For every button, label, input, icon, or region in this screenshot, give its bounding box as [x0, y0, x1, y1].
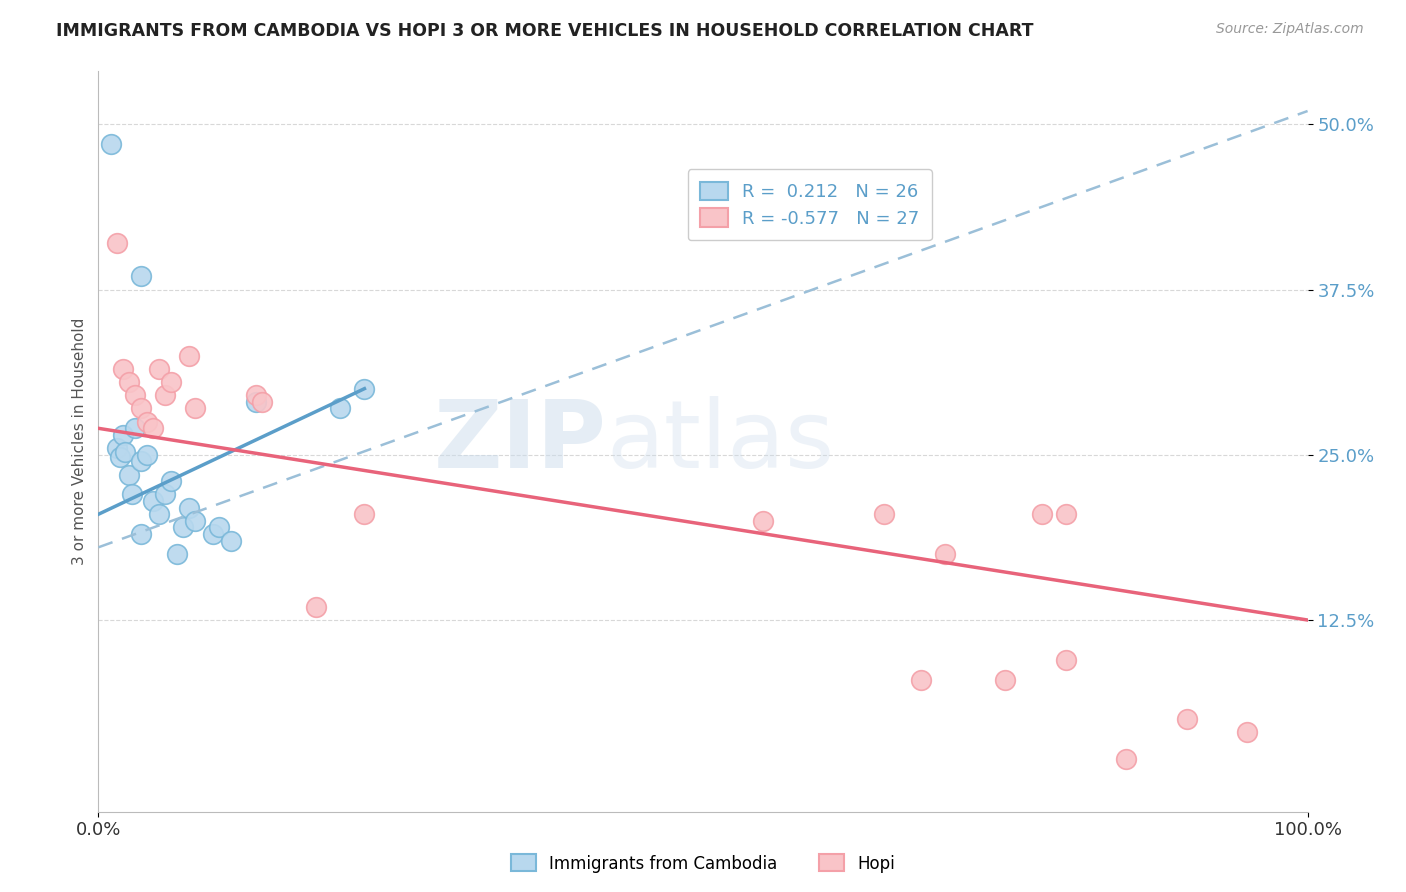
Point	[114, 445, 136, 459]
Point	[111, 428, 134, 442]
Point	[111, 361, 134, 376]
Text: atlas: atlas	[606, 395, 835, 488]
Point	[153, 487, 176, 501]
Point	[202, 527, 225, 541]
Point	[118, 375, 141, 389]
Point	[166, 547, 188, 561]
Point	[142, 421, 165, 435]
Text: Source: ZipAtlas.com: Source: ZipAtlas.com	[1216, 22, 1364, 37]
Point	[142, 494, 165, 508]
Point	[305, 599, 328, 614]
Point	[135, 448, 157, 462]
Point	[752, 514, 775, 528]
Point	[250, 395, 273, 409]
Point	[1031, 508, 1053, 522]
Point	[118, 467, 141, 482]
Point	[910, 673, 932, 687]
Point	[353, 382, 375, 396]
Point	[124, 388, 146, 402]
Y-axis label: 3 or more Vehicles in Household: 3 or more Vehicles in Household	[72, 318, 87, 566]
Point	[129, 454, 152, 468]
Point	[1054, 653, 1077, 667]
Point	[1115, 752, 1137, 766]
Text: ZIP: ZIP	[433, 395, 606, 488]
Point	[208, 520, 231, 534]
Point	[100, 137, 122, 152]
Point	[160, 375, 183, 389]
Point	[353, 508, 375, 522]
Point	[105, 236, 128, 251]
Point	[221, 533, 243, 548]
Point	[873, 508, 896, 522]
Point	[179, 500, 201, 515]
Legend: Immigrants from Cambodia, Hopi: Immigrants from Cambodia, Hopi	[505, 847, 901, 880]
Point	[245, 395, 267, 409]
Point	[179, 349, 201, 363]
Point	[148, 361, 170, 376]
Point	[108, 450, 131, 465]
Point	[934, 547, 956, 561]
Point	[153, 388, 176, 402]
Point	[129, 401, 152, 416]
Point	[1236, 725, 1258, 739]
Point	[124, 421, 146, 435]
Text: IMMIGRANTS FROM CAMBODIA VS HOPI 3 OR MORE VEHICLES IN HOUSEHOLD CORRELATION CHA: IMMIGRANTS FROM CAMBODIA VS HOPI 3 OR MO…	[56, 22, 1033, 40]
Point	[129, 527, 152, 541]
Point	[160, 474, 183, 488]
Point	[129, 269, 152, 284]
Point	[135, 415, 157, 429]
Legend: R =  0.212   N = 26, R = -0.577   N = 27: R = 0.212 N = 26, R = -0.577 N = 27	[688, 169, 932, 241]
Point	[245, 388, 267, 402]
Point	[994, 673, 1017, 687]
Point	[329, 401, 352, 416]
Point	[105, 441, 128, 455]
Point	[1175, 712, 1198, 726]
Point	[184, 401, 207, 416]
Point	[1054, 508, 1077, 522]
Point	[172, 520, 194, 534]
Point	[148, 508, 170, 522]
Point	[121, 487, 143, 501]
Point	[184, 514, 207, 528]
